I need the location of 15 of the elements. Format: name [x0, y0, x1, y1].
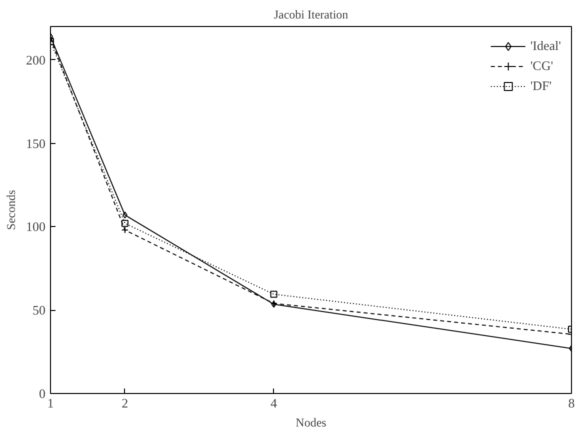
x-tick-label: 2 [122, 396, 128, 410]
legend-label: 'CG' [530, 58, 554, 74]
x-tick-label: 8 [568, 396, 575, 410]
y-tick-label: 150 [26, 136, 46, 151]
y-axis-title: Seconds [4, 190, 18, 230]
x-tick-label: 1 [47, 396, 54, 410]
y-tick-label: 0 [39, 386, 46, 401]
chart-title: Jacobi Iteration [274, 8, 348, 22]
y-tick-label: 100 [26, 219, 46, 234]
legend-label: 'DF' [530, 78, 552, 94]
x-tick-label: 4 [270, 396, 278, 410]
x-axis-title: Nodes [296, 416, 327, 430]
y-tick-label: 50 [32, 302, 46, 318]
y-tick-label: 200 [26, 52, 46, 68]
legend-label: 'Ideal' [530, 38, 561, 54]
